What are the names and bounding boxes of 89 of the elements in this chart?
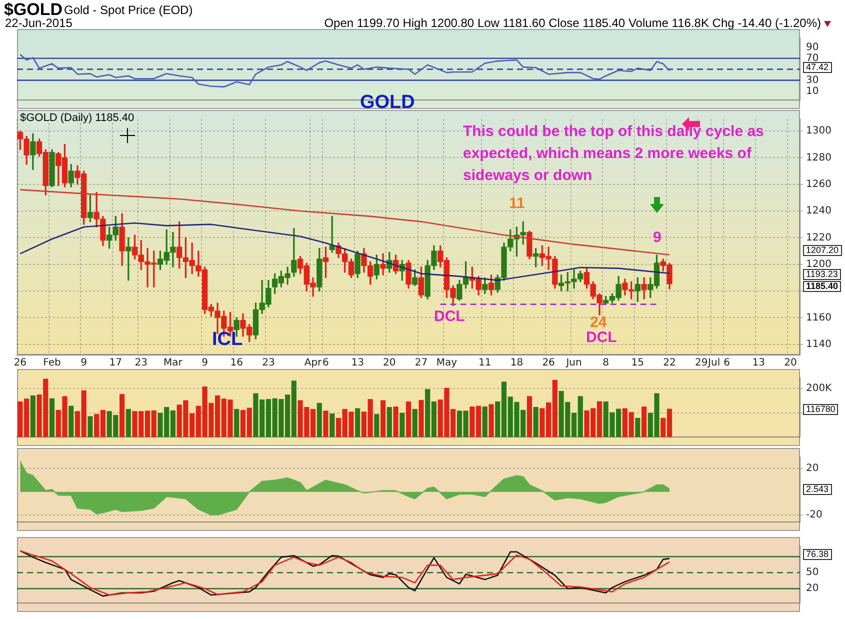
x-tick-label: 9 (80, 358, 88, 369)
x-tick-label: 17 (109, 358, 122, 369)
text: 1185.40 (803, 281, 842, 292)
bar (386, 407, 392, 437)
x-tick-label: 16 (230, 358, 243, 369)
x-tick-label: 13 (351, 358, 364, 369)
x-tick-label: Feb (43, 358, 61, 369)
text: Open 1199.70 High 1200.80 Low 1181.60 Close 1185.40 Volume 116.8K Chg -14.40 (-1.20%) (324, 16, 821, 30)
annotation: This could be the top of this daily cycle as expected, which means 2 more weeks of sideways or down (463, 122, 765, 186)
y-tick-label: 1280 (806, 152, 832, 164)
bar (330, 414, 335, 437)
bar (374, 414, 380, 437)
x-tick-label: Jun (565, 358, 582, 369)
bar (126, 408, 131, 437)
bar (635, 418, 640, 437)
bar (482, 406, 488, 437)
bar (533, 407, 538, 437)
x-tick-label: 9 (202, 358, 208, 369)
x-tick-label: 15 (631, 358, 644, 369)
y-tick-label: 1260 (806, 178, 832, 190)
x-tick-label: 26 (14, 358, 27, 369)
x-tick-label: 26 (542, 358, 555, 369)
annotation: GOLD (360, 92, 415, 114)
annotation: ICL (212, 329, 243, 351)
annotation: $GOLD (Daily) 1185.40 (20, 112, 134, 124)
chart-title: $GOLD (4, 0, 63, 19)
x-tick-label: Apr (304, 358, 323, 369)
y-tick-label: -20 (806, 510, 822, 521)
bar (400, 412, 405, 437)
bar (393, 406, 398, 437)
x-tick-label: May (436, 358, 458, 369)
x-tick-label: 11 (478, 358, 492, 369)
bar (641, 406, 647, 437)
y-tick-label: 1160 (806, 312, 832, 324)
x-tick-label: Mar (164, 358, 184, 369)
bar (119, 394, 125, 437)
y-tick-label: 1220 (806, 232, 832, 244)
text: 2.543 (803, 484, 832, 495)
bar (234, 408, 240, 437)
bar (488, 404, 494, 437)
y-tick-label: 50 (806, 567, 819, 578)
text: 22-Jun-2015 (5, 16, 72, 30)
text: 1207.20 (803, 244, 842, 256)
bar (380, 400, 386, 437)
y-tick-label: 10 (806, 86, 819, 97)
y-tick-label: 1200 (806, 258, 832, 270)
y-tick-label: 1240 (806, 206, 832, 217)
bar (323, 410, 328, 437)
x-tick-label: 23 (134, 358, 148, 369)
y-tick-label: 90 (806, 42, 819, 53)
x-tick-label: 20 (383, 358, 396, 369)
bar (418, 400, 424, 437)
bar (406, 401, 412, 437)
y-tick-label: 20 (806, 583, 819, 594)
text: 116780 (803, 404, 838, 415)
text: 47.42 (803, 62, 832, 73)
x-tick-label: 8 (602, 358, 610, 369)
x-tick-label: 27 (414, 358, 428, 369)
x-tick-label: 6 (724, 358, 730, 369)
bar (49, 398, 55, 437)
y-tick-label: 200K (806, 383, 832, 394)
annotation: DCL (434, 308, 465, 325)
annotation: DCL (586, 329, 617, 346)
x-tick-label: Jul (707, 358, 720, 369)
y-tick-label: 70 (806, 52, 819, 64)
annotation: 9 (653, 229, 662, 246)
chart-subtitle: Gold - Spot Price (EOD) (64, 3, 193, 17)
bar (316, 402, 322, 437)
annotation: 24 (590, 314, 607, 331)
x-tick-label: 22 (663, 358, 676, 369)
x-tick-label: 29 (694, 358, 708, 369)
x-tick-label: 18 (510, 358, 524, 369)
x-tick-label: 23 (262, 358, 275, 369)
x-tick-label: 6 (322, 358, 329, 369)
bar (30, 395, 36, 437)
bar (68, 406, 74, 437)
y-tick-label: 20 (806, 463, 819, 474)
y-tick-label: 30 (806, 74, 819, 86)
bar (526, 396, 532, 437)
x-tick-label: 20 (784, 358, 797, 369)
text: 1193.23 (803, 269, 841, 280)
x-tick-label: 13 (752, 358, 765, 369)
text: 76.38 (803, 549, 832, 560)
bar (355, 408, 360, 437)
bar (412, 408, 418, 437)
y-tick-label: 1140 (806, 338, 832, 350)
bar (88, 416, 93, 437)
y-tick-label: 1300 (806, 126, 832, 137)
annotation: 11 (509, 195, 525, 212)
